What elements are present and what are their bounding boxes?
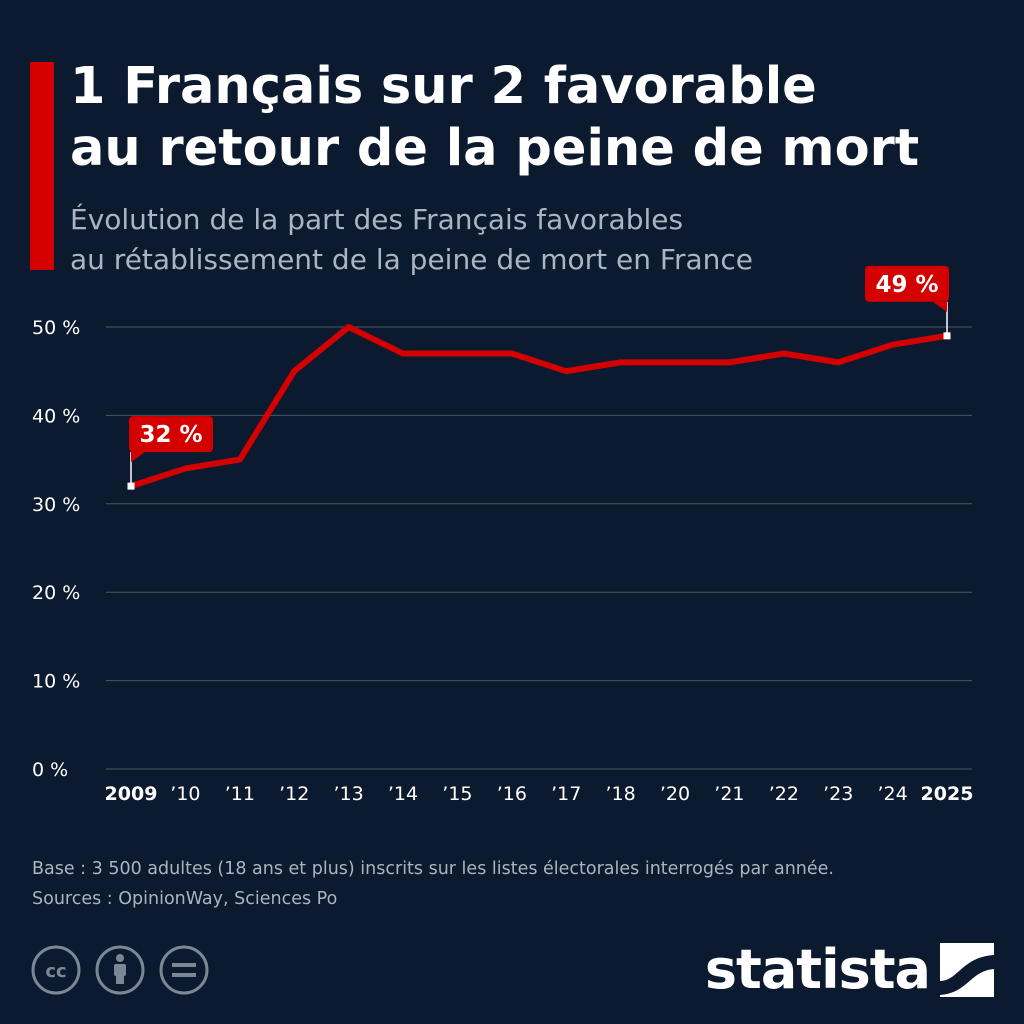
sources-note: Sources : OpinionWay, Sciences Po (32, 889, 338, 909)
x-tick-label-10: ’20 (660, 783, 690, 805)
x-tick-label-11: ’21 (714, 783, 744, 805)
grid-layer (106, 326, 972, 770)
cc-icon[interactable]: cc (31, 945, 81, 995)
data-point-14 (890, 342, 895, 347)
no-derivatives-icon[interactable] (159, 945, 209, 995)
annotation-pointer-1 (933, 301, 947, 312)
data-point-3 (292, 369, 297, 374)
x-tick-label-14: ’24 (877, 783, 907, 805)
subtitle-line-2: au rétablissement de la peine de mort en… (70, 243, 753, 276)
x-tick-label-6: ’15 (442, 783, 472, 805)
annotation-box-0 (129, 416, 213, 453)
footnote: Base : 3 500 adultes (18 ans et plus) in… (32, 854, 992, 914)
annotation-0: 32 % (127, 416, 213, 490)
x-tick-label-1: ’10 (170, 783, 200, 805)
annotation-marker-1 (943, 332, 951, 340)
data-point-8 (564, 369, 569, 374)
y-tick-label-0: 0 % (32, 759, 68, 781)
data-point-12 (781, 351, 786, 356)
x-tick-label-12: ’22 (769, 783, 799, 805)
chart-title: 1 Français sur 2 favorable au retour de … (70, 56, 1000, 180)
statista-logo[interactable]: statista (705, 938, 994, 1001)
annotation-box-1 (865, 265, 949, 302)
data-point-7 (509, 351, 514, 356)
attribution-icon[interactable] (95, 945, 145, 995)
chart-subtitle: Évolution de la part des Français favora… (70, 200, 1000, 280)
data-point-9 (618, 360, 623, 365)
annotation-pointer-0 (131, 452, 145, 463)
annotation-layer: 32 % 49 % (127, 265, 951, 490)
data-point-4 (346, 325, 351, 329)
title-line-2: au retour de la peine de mort (70, 119, 920, 178)
logo-mark-icon (940, 942, 994, 997)
x-tick-label-4: ’13 (333, 783, 363, 805)
accent-bar (30, 62, 54, 270)
license-icons: cc (31, 945, 209, 995)
data-point-11 (727, 360, 732, 365)
axis-layer: 0 % 10 % 20 % 30 % 40 % 50 % 2009 ’10 ’11 ’12 ’13 ’… (32, 317, 973, 805)
title-line-1: 1 Français sur 2 favorable (70, 57, 817, 116)
svg-text:cc: cc (45, 961, 66, 982)
x-tick-label-15: 2025 (921, 783, 974, 805)
annotation-marker-0 (127, 482, 135, 490)
x-tick-label-5: ’14 (388, 783, 418, 805)
annotation-label-0: 32 % (139, 422, 202, 448)
data-point-2 (237, 457, 242, 462)
y-tick-label-50: 50 % (32, 317, 80, 339)
data-point-10 (673, 360, 677, 365)
data-point-1 (183, 466, 188, 471)
y-tick-label-10: 10 % (32, 671, 80, 693)
data-point-6 (455, 351, 460, 356)
x-tick-label-3: ’12 (279, 783, 309, 805)
annotation-label-1: 49 % (875, 272, 938, 298)
x-tick-label-8: ’17 (551, 783, 581, 805)
base-note: Base : 3 500 adultes (18 ans et plus) in… (32, 859, 834, 879)
data-point-13 (836, 360, 841, 365)
x-tick-label-9: ’18 (605, 783, 635, 805)
logo-text: statista (704, 938, 931, 1001)
data-point-5 (401, 351, 405, 356)
x-tick-label-7: ’16 (497, 783, 527, 805)
series-layer (128, 324, 950, 490)
line-chart: 0 % 10 % 20 % 30 % 40 % 50 % 2009 ’10 ’11 ’12 ’13 ’… (32, 265, 973, 805)
x-tick-label-0: 2009 (105, 783, 158, 805)
series-line-0 (128, 324, 950, 490)
y-tick-label-20: 20 % (32, 582, 80, 604)
subtitle-line-1: Évolution de la part des Français favora… (70, 203, 684, 236)
x-tick-label-2: ’11 (225, 783, 255, 805)
annotation-1: 49 % (865, 265, 951, 340)
x-tick-label-13: ’23 (823, 783, 853, 805)
y-tick-label-30: 30 % (32, 494, 80, 516)
y-tick-label-40: 40 % (32, 405, 80, 427)
